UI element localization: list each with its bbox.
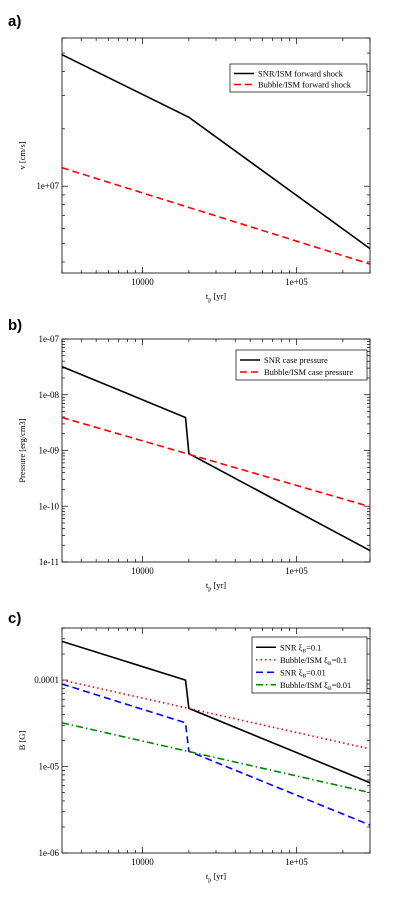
y-axis-label: B [G] (17, 731, 27, 751)
legend-label: Bubble/ISM forward shock (258, 80, 352, 90)
x-tick-label: 1e+05 (285, 277, 308, 287)
y-tick-label: 1e-08 (39, 390, 60, 400)
x-axis-label: tp [yr] (206, 871, 226, 884)
legend-label: SNR ξB=0.1 (280, 642, 322, 654)
series-line (61, 416, 371, 508)
legend-label: Bubble/ISM ξB=0.01 (280, 680, 351, 692)
legend-box (251, 636, 368, 694)
series-line (61, 683, 371, 826)
series-line (61, 679, 371, 750)
series-line (61, 365, 371, 552)
chart-panel-c: c) 10000 1e+05 0.0001 1e-05 1e-06 tp [yr] B [G… (8, 610, 371, 884)
panel-label: c) (8, 610, 21, 627)
series-line (61, 53, 371, 250)
y-axis-label: v [cm/s] (17, 141, 27, 169)
y-axis-label: Pressure [erg/cm3] (17, 418, 27, 482)
x-tick-label: 1e+05 (285, 566, 308, 576)
y-tick-label: 1e+07 (36, 181, 59, 191)
x-axis-label: tp [yr] (206, 580, 226, 593)
x-tick-label: 10000 (131, 277, 154, 287)
legend-label: Bubble/ISM case pressure (264, 367, 353, 377)
y-tick-label: 1e-09 (39, 446, 60, 456)
series-line (61, 166, 371, 265)
y-tick-label: 1e-05 (39, 762, 60, 772)
x-tick-label: 10000 (131, 857, 154, 867)
y-tick-label: 1e-07 (39, 334, 60, 344)
panel-label: b) (8, 317, 22, 334)
y-tick-label: 1e-06 (39, 848, 60, 858)
y-tick-label: 0.0001 (34, 675, 59, 685)
y-tick-label: 1e-10 (39, 501, 60, 511)
chart-panel-a: a) 10000 1e+05 1e+07 tp [yr] v [cm/s] SNR/ISM… (8, 13, 371, 304)
series-line (61, 722, 371, 794)
y-tick-label: 1e-11 (39, 557, 59, 567)
panel-label: a) (8, 13, 21, 30)
x-axis-label: tp [yr] (206, 291, 226, 304)
legend-label: SNR case pressure (264, 355, 328, 365)
x-tick-label: 10000 (131, 566, 154, 576)
legend-label: Bubble/ISM ξB=0.1 (280, 655, 347, 667)
legend-box (235, 349, 368, 381)
legend-label: SNR ξB=0.01 (280, 667, 326, 679)
series-line (61, 640, 371, 784)
x-tick-label: 1e+05 (285, 857, 308, 867)
legend-label: SNR/ISM forward shock (258, 69, 344, 79)
legend-box (229, 63, 368, 93)
chart-panel-b: b) 10000 1e+05 1e-07 1e-08 1e-09 1e-10 1e-11 tp… (8, 317, 371, 593)
